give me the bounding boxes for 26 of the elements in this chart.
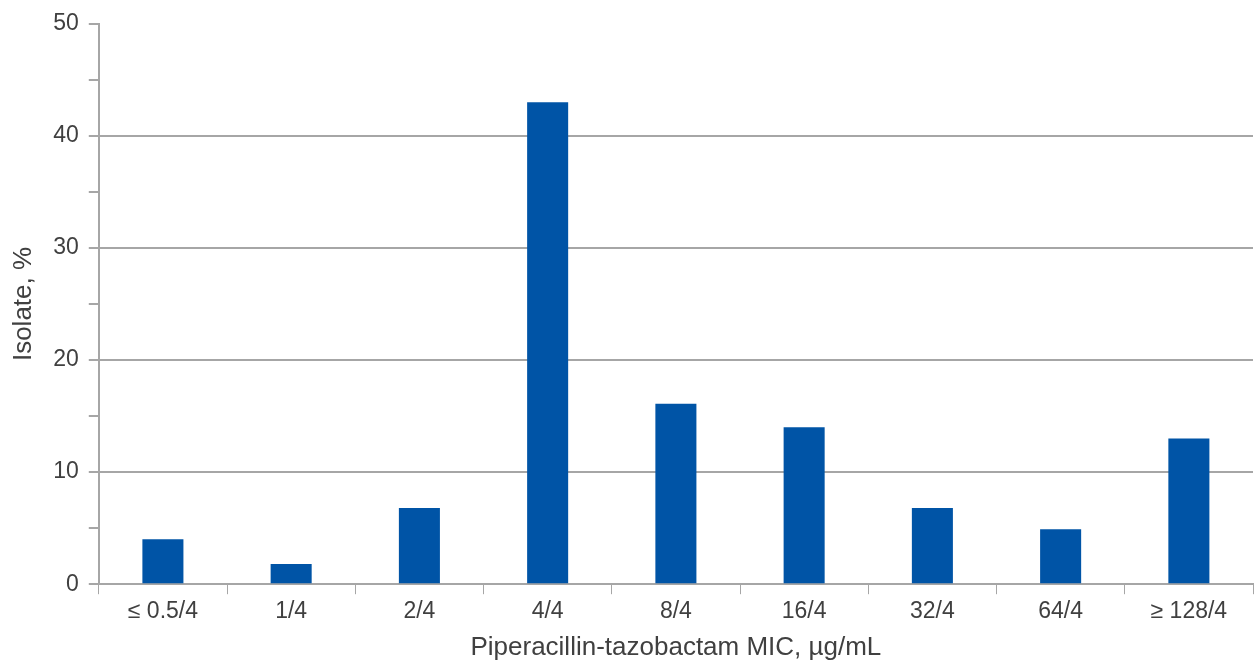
bar [783,427,825,584]
y-tick-label: 20 [53,345,79,372]
bar [911,507,953,584]
x-axis-title: Piperacillin-tazobactam MIC, µg/mL [470,630,882,661]
x-tick-label: 8/4 [659,597,693,624]
y-tick-label: 0 [65,569,79,596]
bar [1168,438,1210,584]
x-tick-label: 16/4 [781,597,827,624]
bar [1040,529,1082,584]
y-axis-title: Isolate, % [6,246,37,362]
x-tick-label: ≥ 128/4 [1150,597,1228,624]
y-tick-label: 40 [53,121,79,148]
x-tick-label: 32/4 [910,597,955,624]
bar [655,403,697,584]
x-tick-label: 64/4 [1038,597,1084,624]
bar [527,102,569,584]
x-tick-label: 2/4 [403,597,436,624]
bar [398,507,440,584]
y-tick-label: 30 [53,233,79,260]
bar [142,539,184,584]
y-tick-label: 50 [53,9,79,36]
x-tick-label: ≤ 0.5/4 [127,597,199,624]
x-tick-label: 4/4 [531,597,564,624]
x-tick-label: 1/4 [275,597,308,624]
bar [270,564,312,584]
y-tick-label: 10 [53,457,79,484]
